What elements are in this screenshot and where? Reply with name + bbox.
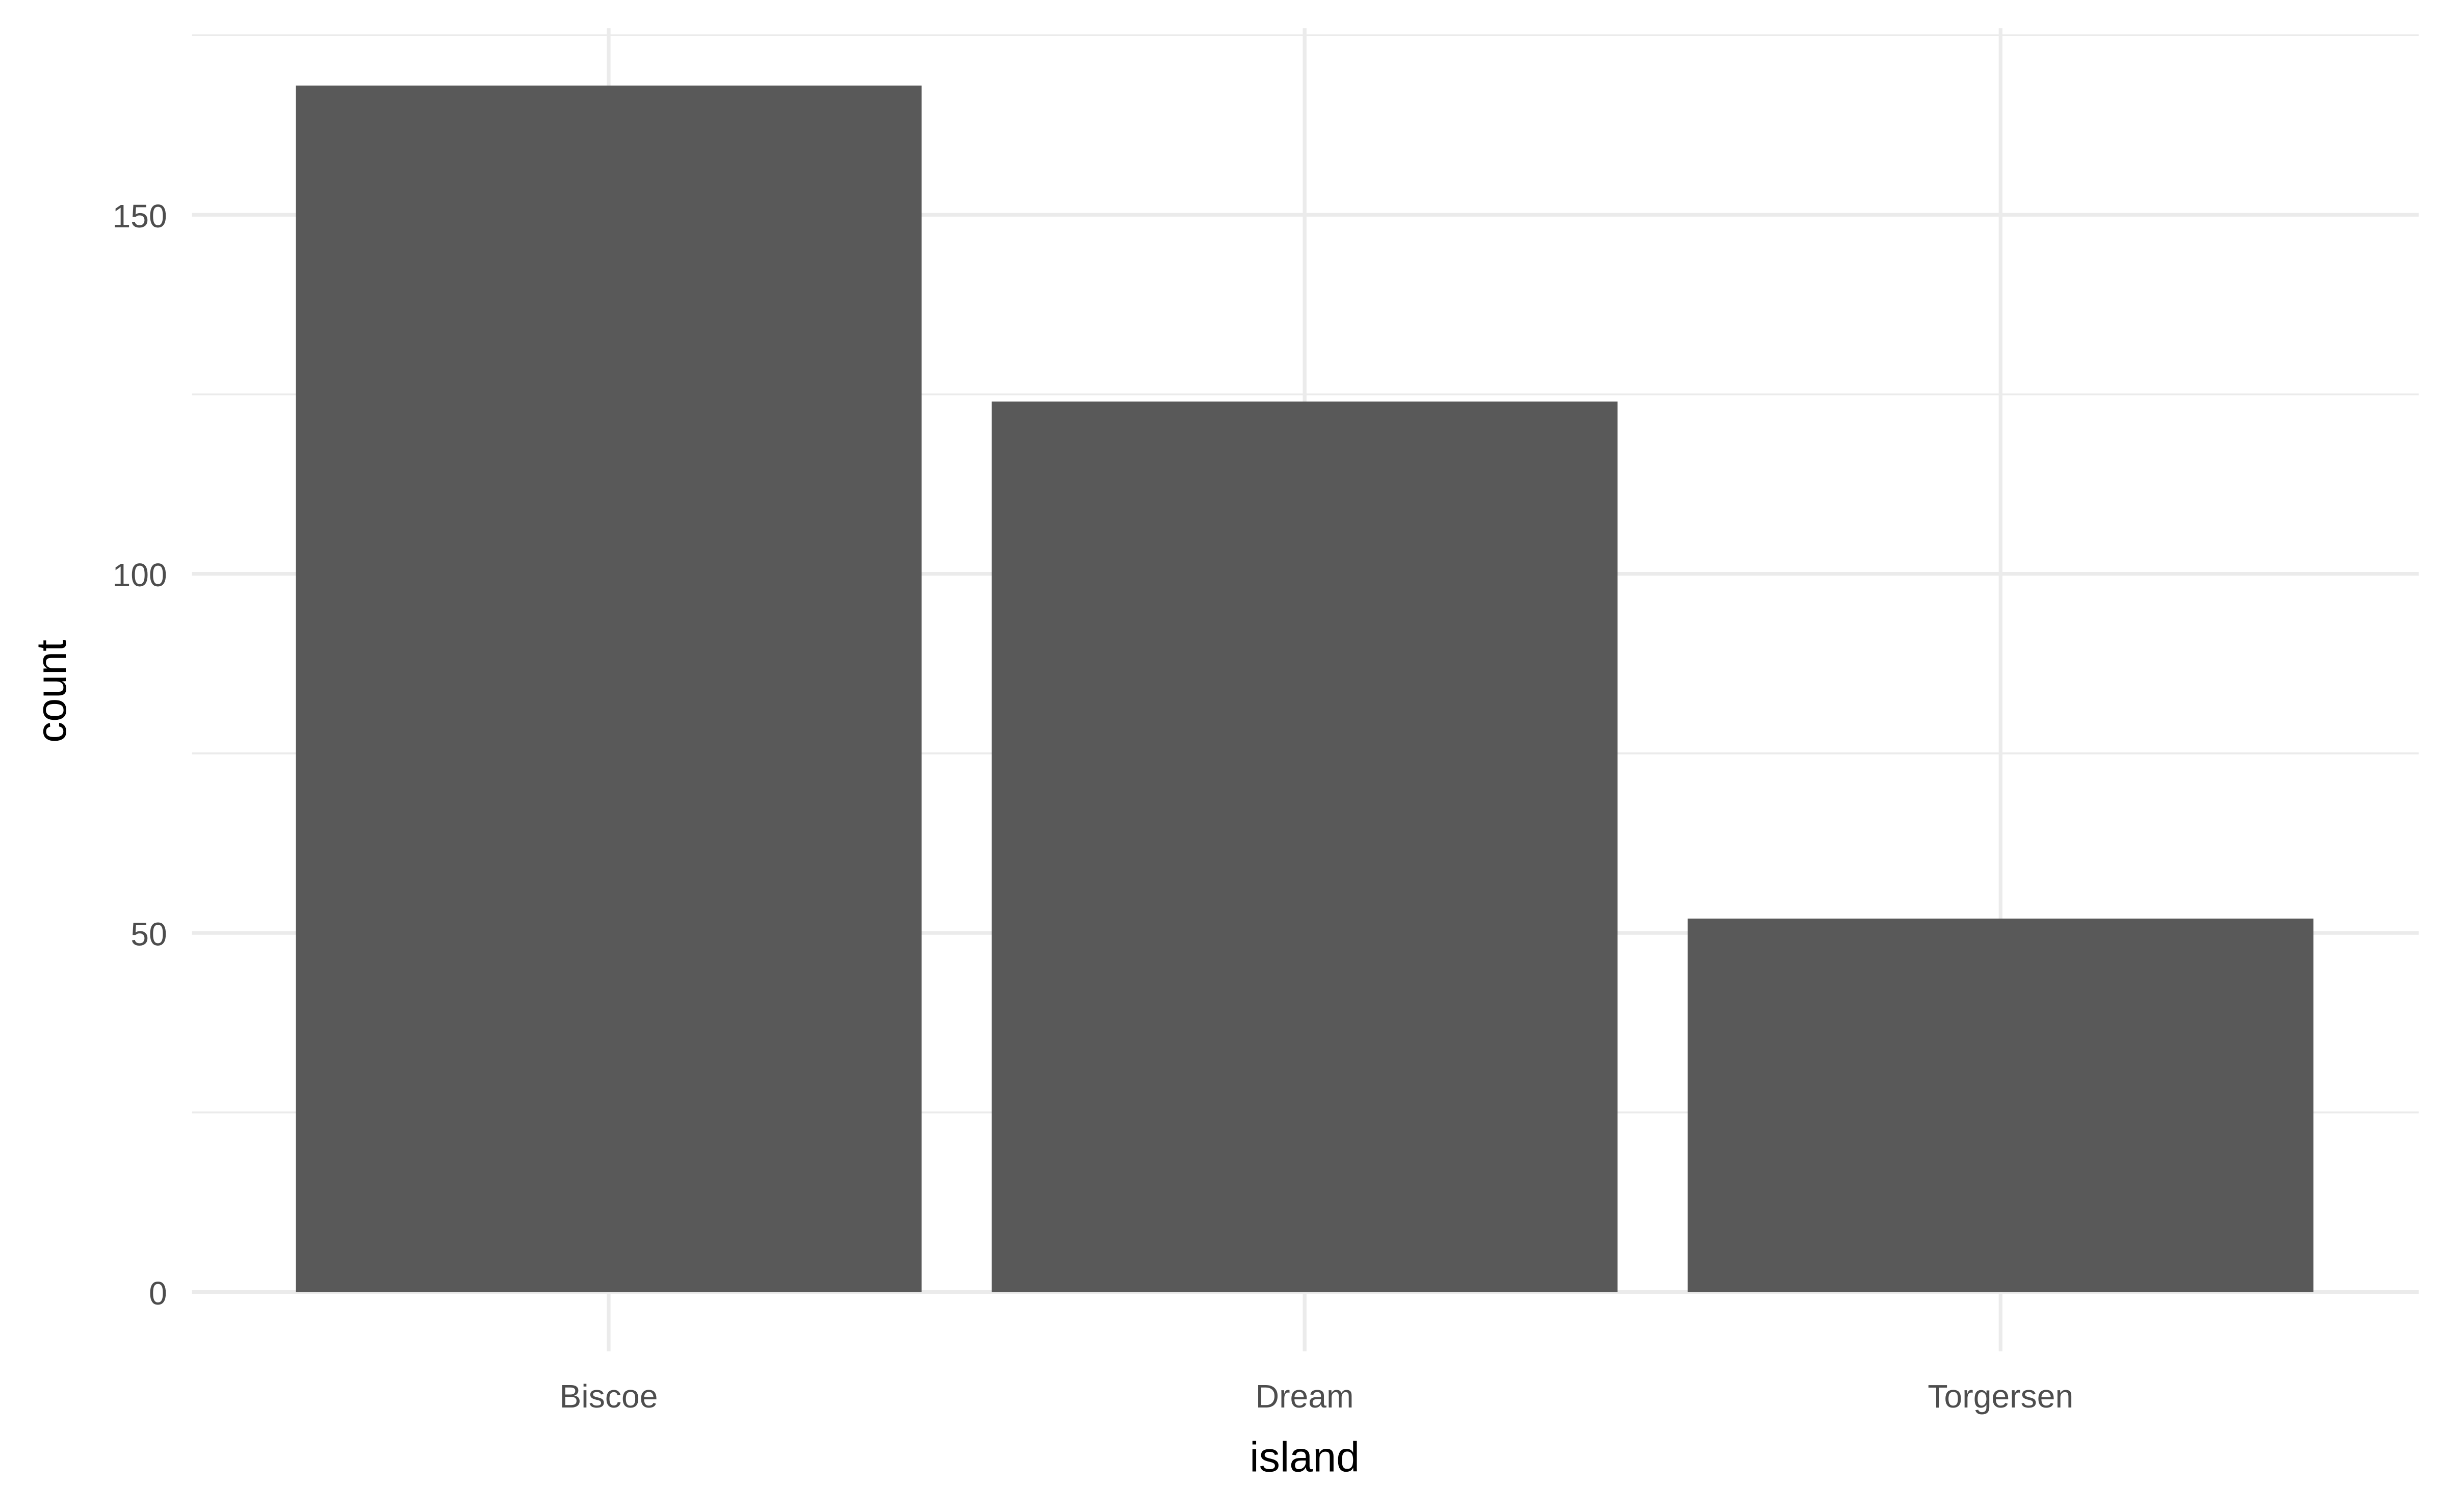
y-tick-label: 150 [113,198,167,234]
y-axis-ticks: 0 50 100 150 [113,198,167,1312]
y-tick-label: 100 [113,557,167,593]
y-tick-label: 0 [149,1275,167,1312]
y-tick-label: 50 [131,916,167,953]
x-tick-label: Torgersen [1928,1378,2073,1415]
bar-biscoe [296,85,922,1292]
x-axis-ticks: Biscoe Dream Torgersen [560,1378,2074,1415]
x-tick-label: Dream [1256,1378,1354,1415]
x-axis-label: island [1249,1433,1360,1480]
y-axis-label: count [28,640,75,743]
bar-dream [992,401,1618,1292]
bar-torgersen [1687,918,2314,1292]
bars [296,85,2314,1292]
x-tick-label: Biscoe [560,1378,658,1415]
